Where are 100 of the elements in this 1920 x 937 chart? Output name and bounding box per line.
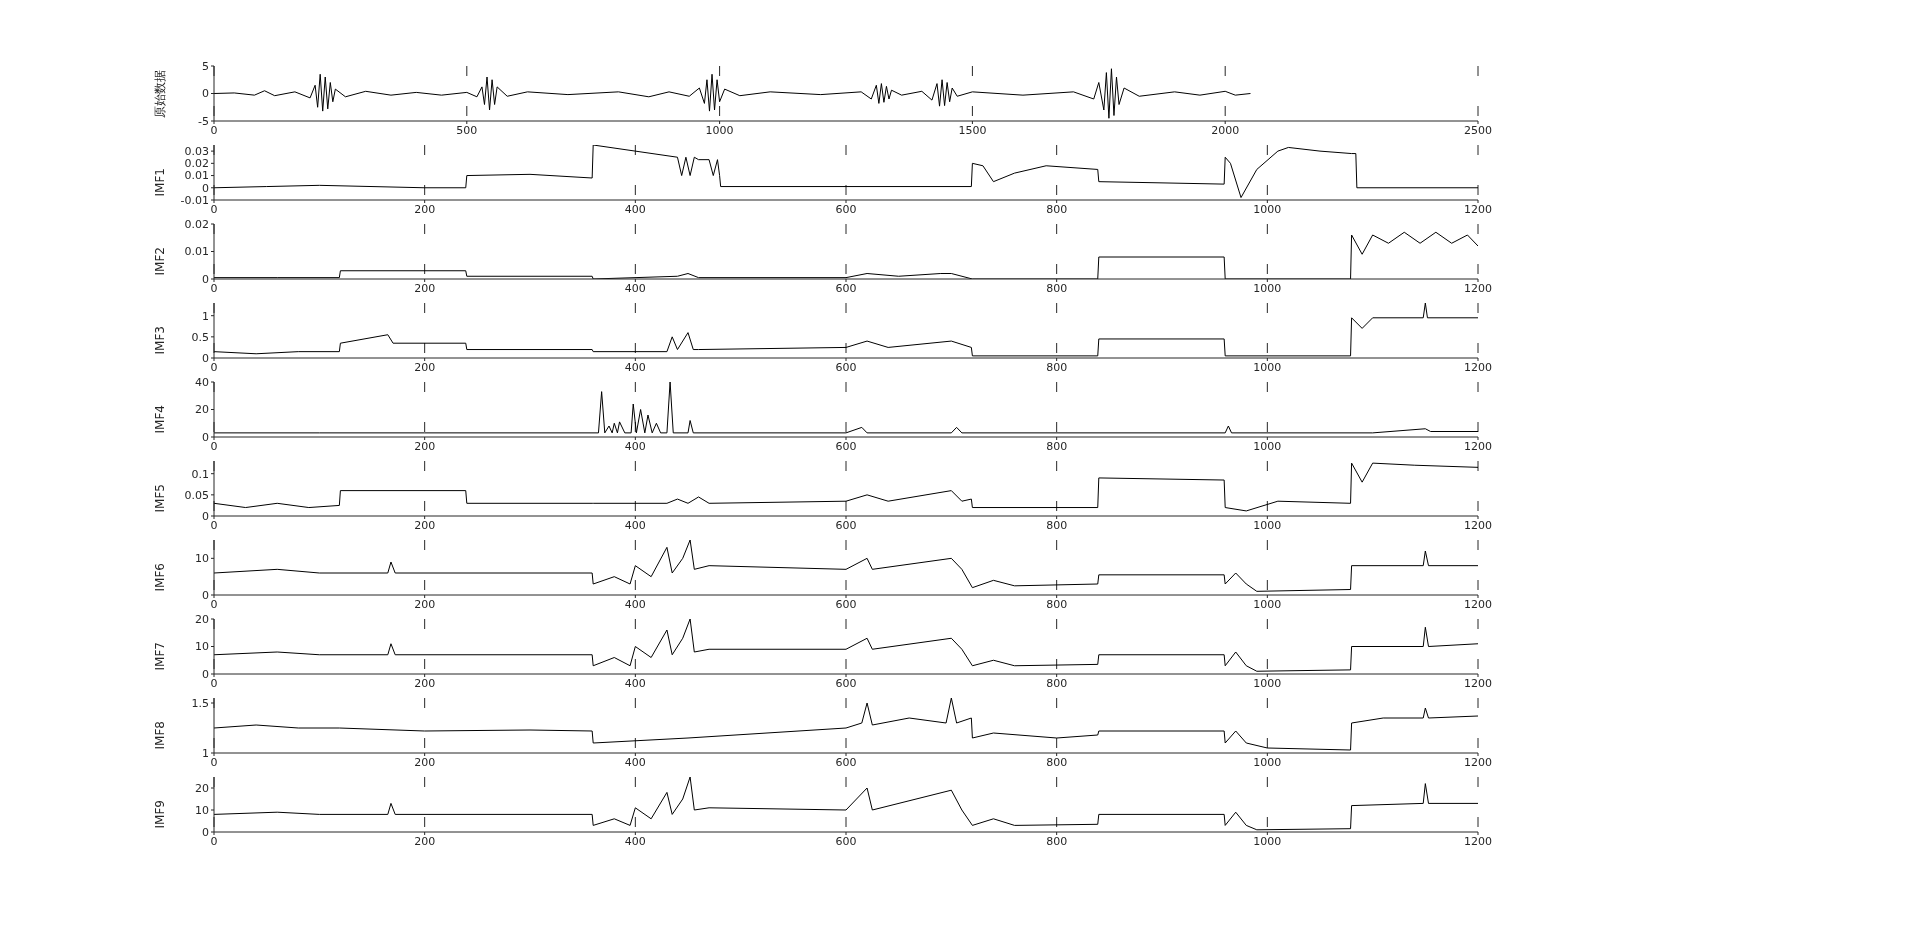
y-tick-label: 10: [195, 640, 209, 654]
x-tick-label: 1200: [1464, 439, 1492, 453]
y-tick-label: 0: [202, 351, 209, 365]
line-series: [214, 462, 1478, 512]
x-tick-label: 200: [414, 755, 436, 769]
y-tick-label: 0: [202, 509, 209, 523]
y-tick-label: 0: [202, 430, 209, 444]
y-tick-label: 0.03: [184, 145, 209, 159]
x-tick-label: 400: [624, 360, 646, 374]
x-tick-label: 1000: [1253, 755, 1282, 769]
x-tick-label: 1200: [1464, 834, 1492, 848]
x-tick-label: 1000: [705, 123, 734, 137]
y-tick-label: 10: [195, 552, 209, 566]
y-axis-title: IMF1: [153, 168, 168, 197]
x-tick-label: 1000: [1253, 439, 1282, 453]
x-tick-label: 400: [624, 202, 646, 216]
x-tick-label: 1200: [1464, 676, 1492, 690]
x-tick-label: 800: [1046, 360, 1068, 374]
y-tick-label: 0: [202, 825, 209, 839]
x-tick-label: 200: [414, 439, 436, 453]
x-tick-label: 200: [414, 202, 436, 216]
y-axis-title: IMF6: [153, 563, 168, 592]
y-tick-label: 40: [195, 375, 209, 389]
line-series: [214, 540, 1478, 592]
y-tick-label: 0.02: [184, 157, 209, 171]
x-tick-label: 600: [835, 834, 857, 848]
x-tick-label: 1000: [1253, 202, 1282, 216]
y-tick-label: 0: [202, 87, 209, 101]
x-tick-label: 200: [414, 597, 436, 611]
y-tick-label: -0.01: [180, 193, 209, 207]
x-tick-label: 800: [1046, 676, 1068, 690]
x-tick-label: 1200: [1464, 518, 1492, 532]
x-tick-label: 800: [1046, 755, 1068, 769]
y-tick-label: 0: [202, 272, 209, 286]
y-axis-title: 原始数据: [153, 69, 168, 118]
x-tick-label: 600: [835, 360, 857, 374]
x-tick-label: 1000: [1253, 676, 1282, 690]
y-axis-title: IMF2: [153, 247, 168, 276]
y-tick-label: 1: [202, 746, 209, 760]
x-tick-label: 200: [414, 518, 436, 532]
x-tick-label: 1200: [1464, 281, 1492, 295]
x-tick-label: 600: [835, 439, 857, 453]
x-tick-label: 800: [1046, 439, 1068, 453]
x-tick-label: 800: [1046, 202, 1068, 216]
x-tick-label: 1200: [1464, 597, 1492, 611]
y-tick-label: 0.02: [184, 217, 209, 231]
x-tick-label: 200: [414, 281, 436, 295]
x-tick-label: 1000: [1253, 834, 1282, 848]
x-tick-label: 400: [624, 518, 646, 532]
x-tick-label: 1200: [1464, 202, 1492, 216]
y-axis-title: IMF7: [153, 642, 168, 671]
x-tick-label: 2500: [1464, 123, 1492, 137]
y-tick-label: 0.1: [191, 467, 209, 481]
x-tick-label: 1000: [1253, 597, 1282, 611]
x-tick-label: 200: [414, 676, 436, 690]
y-tick-label: 0: [202, 667, 209, 681]
x-tick-label: 600: [835, 676, 857, 690]
y-tick-label: 0: [202, 588, 209, 602]
y-axis-title: IMF9: [153, 800, 168, 829]
x-tick-label: 800: [1046, 834, 1068, 848]
line-series: [214, 382, 1478, 434]
x-tick-label: 1000: [1253, 281, 1282, 295]
x-tick-label: 600: [835, 597, 857, 611]
y-tick-label: 0: [202, 181, 209, 195]
x-tick-label: 500: [456, 123, 478, 137]
x-tick-label: 400: [624, 281, 646, 295]
x-tick-label: 400: [624, 597, 646, 611]
y-axis-title: IMF3: [153, 326, 168, 355]
x-tick-label: 1000: [1253, 360, 1282, 374]
x-tick-label: 600: [835, 518, 857, 532]
y-axis-title: IMF4: [153, 405, 168, 434]
y-tick-label: -5: [198, 114, 209, 128]
y-axis-title: IMF8: [153, 721, 168, 750]
y-axis-title: IMF5: [153, 484, 168, 513]
x-tick-label: 1500: [958, 123, 987, 137]
x-tick-label: 400: [624, 439, 646, 453]
y-tick-label: 0.01: [184, 245, 209, 259]
y-tick-label: 20: [195, 403, 209, 417]
x-tick-label: 400: [624, 676, 646, 690]
line-series: [214, 68, 1251, 119]
x-tick-label: 800: [1046, 597, 1068, 611]
y-tick-label: 20: [195, 781, 209, 795]
x-tick-label: 800: [1046, 281, 1068, 295]
x-tick-label: 600: [835, 202, 857, 216]
x-tick-label: 2000: [1211, 123, 1240, 137]
x-tick-label: 600: [835, 755, 857, 769]
x-tick-label: 800: [1046, 518, 1068, 532]
x-tick-label: 1000: [1253, 518, 1282, 532]
y-tick-label: 0.5: [191, 330, 209, 344]
x-tick-label: 1200: [1464, 755, 1492, 769]
x-tick-label: 200: [414, 360, 436, 374]
y-tick-label: 20: [195, 612, 209, 626]
y-tick-label: 10: [195, 803, 209, 817]
y-tick-label: 1: [202, 309, 209, 323]
x-tick-label: 400: [624, 834, 646, 848]
x-tick-label: 200: [414, 834, 436, 848]
y-tick-label: 5: [202, 59, 209, 73]
x-tick-label: 1200: [1464, 360, 1492, 374]
x-tick-label: 400: [624, 755, 646, 769]
y-tick-label: 0.05: [184, 488, 209, 502]
